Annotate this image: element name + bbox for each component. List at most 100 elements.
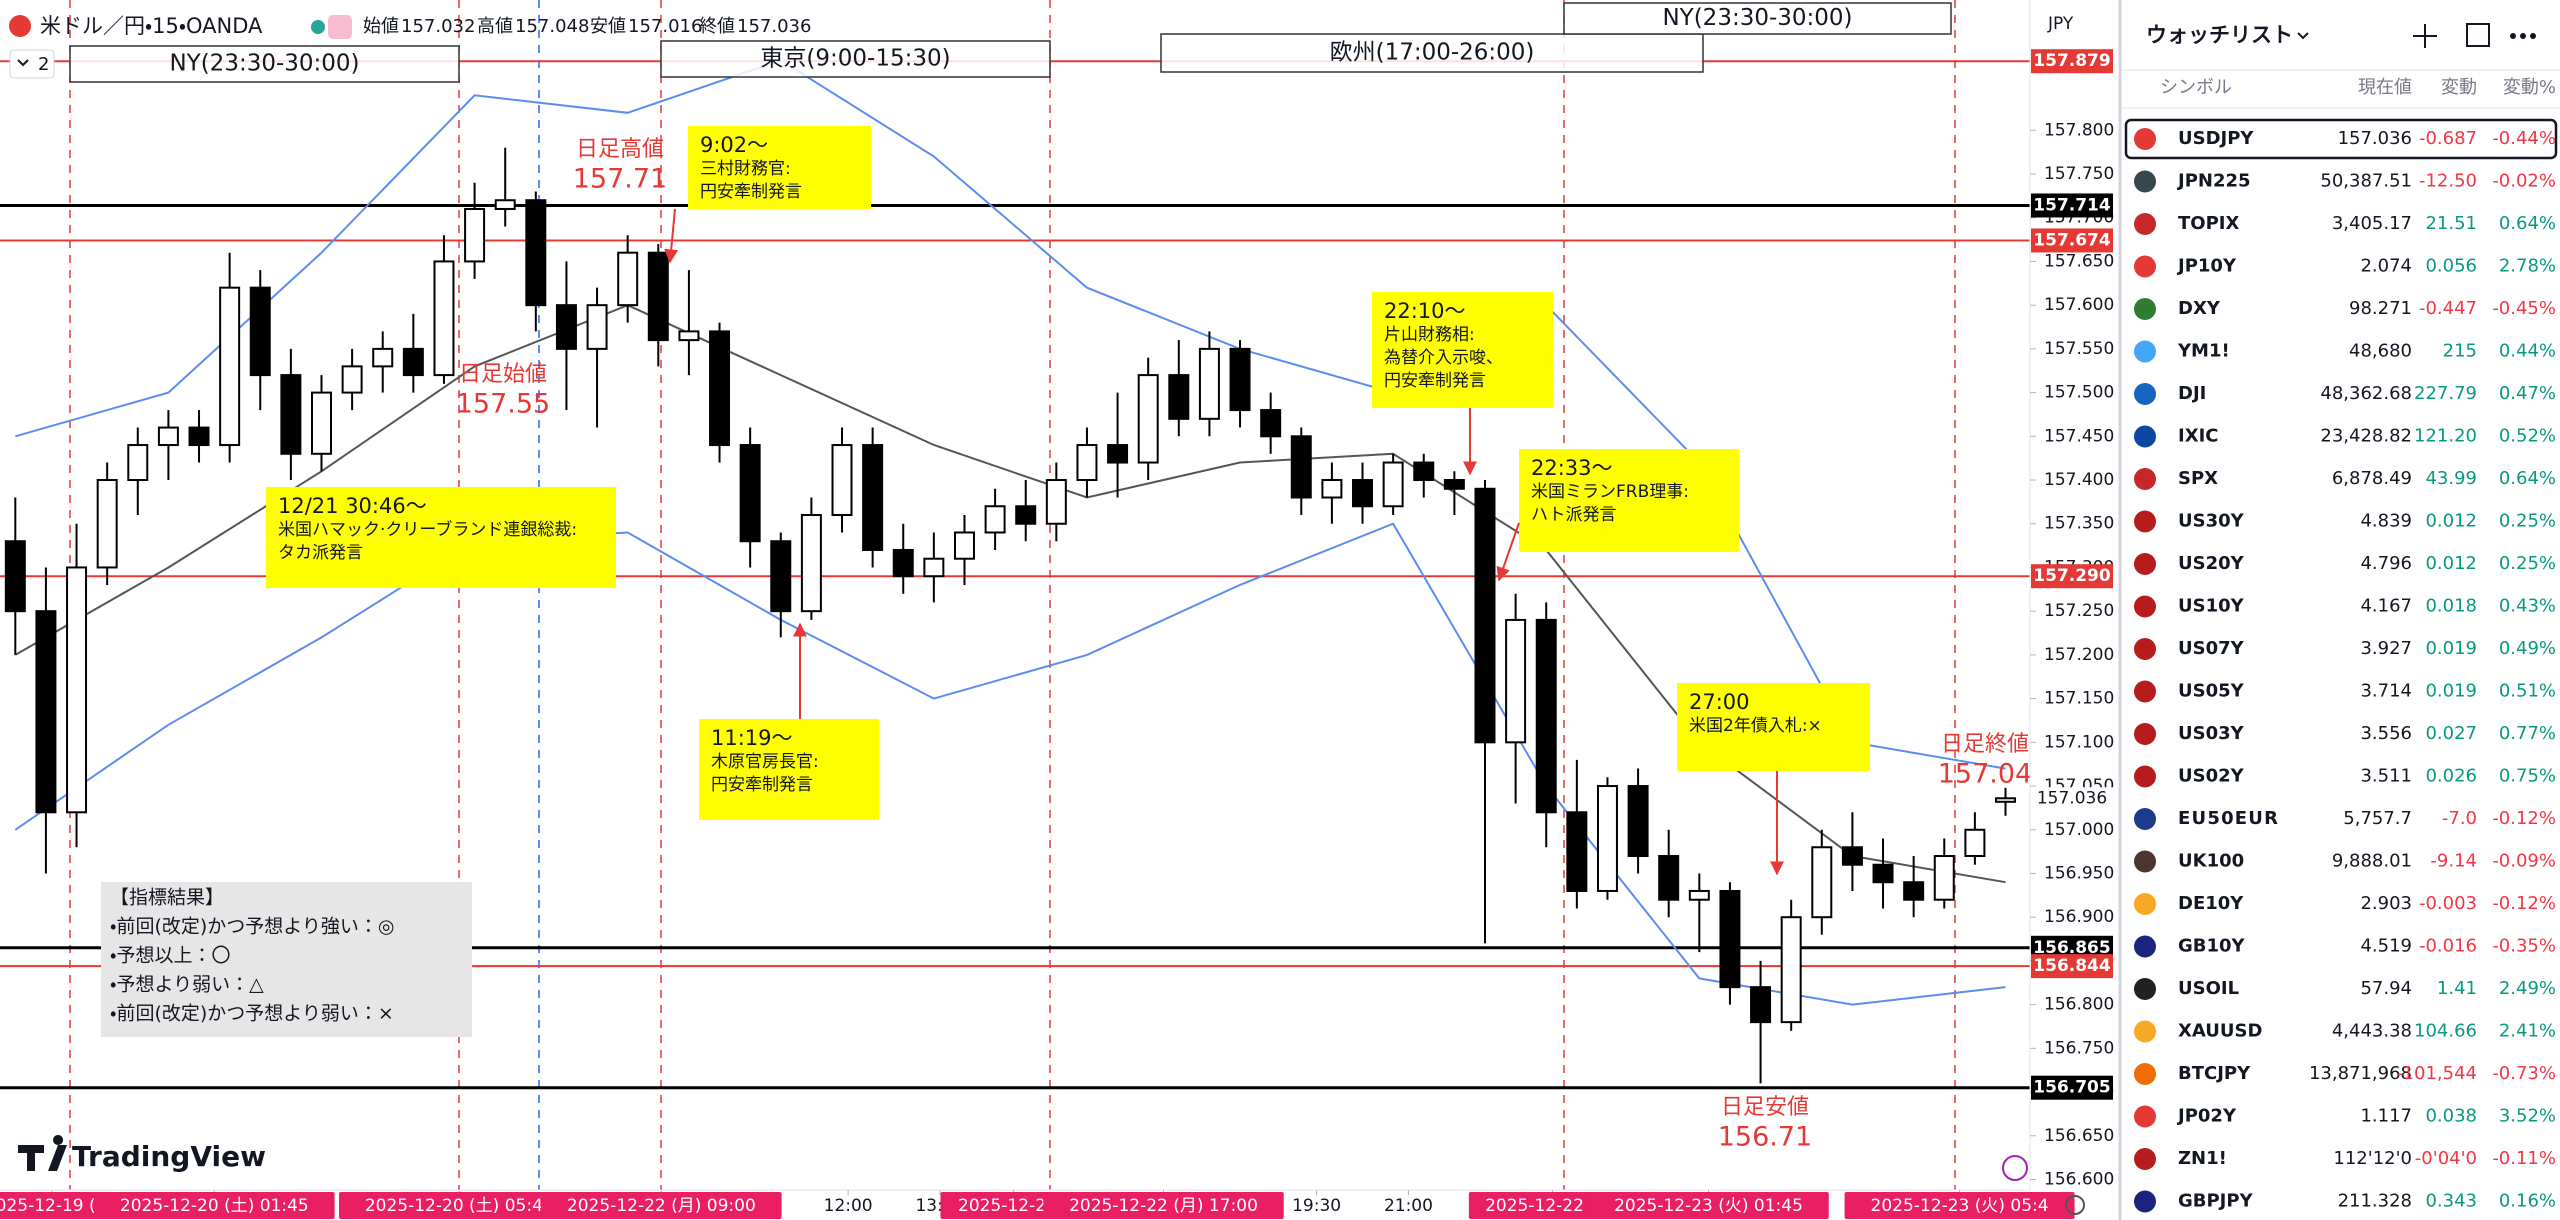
candle-body [555,304,577,350]
row-symbol[interactable]: TOPIX [2178,213,2239,234]
symbol-icon [2134,1148,2156,1170]
row-symbol[interactable]: GB10Y [2178,936,2246,957]
y-tick-label: 157.550 [2044,339,2114,359]
candle-body [494,199,516,210]
session-label: 東京(9:00-15:30) [760,46,950,72]
x-tick-label: 2025-12-20 (土) 05:45 [365,1196,554,1216]
row-symbol[interactable]: DXY [2178,298,2221,319]
symbol-icon [2134,1020,2156,1043]
currency-label: JPY [2047,14,2074,34]
row-symbol[interactable]: US10Y [2178,596,2245,617]
row-symbol[interactable]: JP10Y [2176,256,2237,277]
annotation-text: 米国2年債入札:× [1689,716,1822,736]
row-change-pct: 0.77% [2499,723,2556,744]
ohlc-label: 安値 [590,16,626,37]
annotation-box [699,719,879,820]
y-tick-label: 156.800 [2044,995,2114,1015]
settings-icon[interactable] [2065,1195,2085,1215]
more-icon[interactable] [2530,33,2536,39]
row-price: 4.519 [2360,936,2412,957]
indicator-count: 2 [38,54,49,75]
candle-body [1015,505,1037,525]
symbol-icon [2134,213,2156,235]
symbol-title[interactable]: 米ドル／円・15・OANDA [40,14,263,38]
day-mark-title: 日足安値 [1721,1095,1809,1120]
symbol-icon [2134,638,2156,660]
x-tick-highlight [1844,1192,2075,1219]
bollinger-upper [15,59,2006,770]
candle-body [1719,889,1741,989]
annotation-box [1677,683,1870,771]
x-tick-highlight [1588,1192,1829,1219]
add-icon[interactable] [2413,24,2437,48]
symbol-icon [2134,765,2156,788]
candle-body [1995,797,2016,803]
row-symbol[interactable]: US05Y [2178,681,2245,702]
row-symbol[interactable]: UK100 [2178,851,2244,872]
alert-icon[interactable] [2002,1155,2028,1181]
watchlist-title[interactable]: ウォッチリスト [2146,23,2293,47]
row-symbol[interactable]: US20Y [2178,553,2245,574]
row-symbol[interactable]: EU50EUR [2178,808,2278,829]
row-symbol[interactable]: SPX [2178,468,2218,489]
y-tick-label: 156.650 [2044,1126,2114,1146]
row-symbol[interactable]: USDJPY [2178,128,2254,149]
more-icon[interactable] [2520,33,2526,39]
row-symbol[interactable]: GBPJPY [2178,1191,2254,1212]
row-symbol[interactable]: DE10Y [2178,893,2244,914]
symbol-icon [2134,128,2156,150]
symbol-icon [2134,425,2156,448]
annotation-text: 22:10～ [1384,299,1466,323]
row-symbol[interactable]: US07Y [2178,638,2245,659]
candle-body [1811,846,1833,919]
annotation-text: 11:19～ [711,726,793,750]
price-level-tag [2031,1075,2113,1100]
row-symbol[interactable]: JPN225 [2176,171,2251,192]
candle-body [647,251,669,342]
row-change-pct: 0.52% [2499,426,2556,447]
symbol-icon [2134,383,2156,405]
row-symbol[interactable]: BTCJPY [2178,1063,2251,1084]
y-tick-label: 157.400 [2044,470,2114,490]
candle-body [433,260,455,377]
symbol-icon [2134,850,2156,873]
row-change-pct: -0.11% [2492,1148,2556,1169]
row-symbol[interactable]: ZN1! [2178,1148,2227,1169]
candle-body [1229,347,1251,412]
legend-line: ・前回(改定)かつ予想より弱い：× [110,1003,394,1025]
day-mark-value: 157.71 [573,164,667,195]
session-label: NY(23:30-30:00) [1662,5,1852,31]
row-symbol[interactable]: US03Y [2178,723,2245,744]
candle-body [1872,863,1894,884]
row-price: 157.036 [2338,128,2412,149]
column-header: 現在値 [2358,77,2412,98]
row-symbol[interactable]: IXIC [2178,426,2218,447]
annotation-text: タカ派発言 [278,543,363,563]
row-symbol[interactable]: USOIL [2178,978,2239,999]
row-symbol[interactable]: US02Y [2178,766,2245,787]
row-price: 48,680 [2349,341,2412,362]
collapse-button[interactable] [9,49,55,79]
row-symbol[interactable]: XAUUSD [2178,1021,2262,1042]
row-symbol[interactable]: US30Y [2178,511,2245,532]
symbol-icon [2134,893,2156,915]
candle-body [280,374,302,455]
day-mark-title: 日足高値 [576,137,664,162]
row-symbol[interactable]: YM1! [2177,341,2230,362]
ohlc-value: 157.016 [628,16,702,37]
row-symbol[interactable]: DJI [2178,383,2206,404]
row-symbol[interactable]: JP02Y [2176,1106,2237,1127]
annotation-text: 円安牽制発言 [700,182,802,202]
x-tick-label: 2025-12-22 (月) [1485,1196,1619,1216]
row-price: 3.927 [2360,638,2412,659]
axes: JPY156.600156.650156.700156.750156.80015… [0,14,2114,1219]
layout-icon[interactable] [2466,23,2490,47]
more-icon[interactable] [2510,33,2516,39]
ohlc-value: 157.036 [737,16,811,37]
row-change-pct: 2.41% [2499,1021,2556,1042]
overlay: NY(23:30-30:00) 東京(9:00-15:30) 欧州(17:00-26… [69,2,2032,1153]
candle-body [1076,444,1098,482]
candle-body [1045,479,1067,525]
annotation-text: 27:00 [1689,690,1750,714]
market-status [311,20,325,34]
